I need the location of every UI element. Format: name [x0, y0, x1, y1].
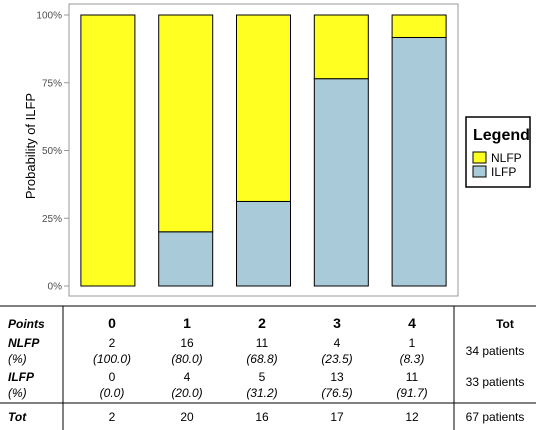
row-total-2: 16 [255, 410, 269, 424]
row-total-0: 2 [109, 410, 116, 424]
row-ilfp-total: 33 patients [466, 375, 525, 389]
row-total-patients: 67 patients [466, 410, 525, 424]
row-nlfp-pct-0: (100.0) [93, 352, 131, 366]
table-header-col-4: 4 [408, 315, 416, 331]
row-ilfp-count-0: 0 [109, 370, 116, 384]
bar-nlfp-1 [158, 14, 214, 233]
row-nlfp-pct-3: (23.5) [321, 352, 352, 366]
row-ilfp-label: ILFP [8, 370, 35, 384]
row-total-3: 17 [330, 410, 344, 424]
summary-table: Points 0 1 2 3 4 Tot NLFP (%) 2 16 11 4 … [0, 305, 536, 430]
table-header-col-2: 2 [258, 315, 266, 331]
legend-title: Legend [473, 127, 530, 144]
y-tick-label: 75% [42, 78, 62, 89]
legend-swatch-nlfp [472, 151, 487, 164]
legend-label-nlfp: NLFP [491, 151, 522, 165]
row-nlfp-count-3: 4 [334, 336, 341, 350]
table-header-total: Tot [496, 317, 514, 331]
row-ilfp-pct-4: (91.7) [396, 386, 427, 400]
row-nlfp-pct-4: (8.3) [400, 352, 425, 366]
row-ilfp-pct-label: (%) [8, 386, 27, 400]
row-total-4: 12 [405, 410, 419, 424]
legend-swatch-ilfp [472, 165, 487, 178]
bar-nlfp-0 [80, 14, 136, 287]
y-axis: 0% 25% 50% 75% 100% [36, 11, 69, 293]
row-total-label: Tot [8, 410, 27, 424]
bar-ilfp-1 [158, 231, 214, 287]
y-tick-label: 50% [42, 146, 62, 157]
table-header-points: Points [8, 317, 45, 331]
bar-ilfp-2 [236, 200, 291, 287]
row-ilfp-count-3: 13 [330, 370, 344, 384]
row-nlfp-count-0: 2 [109, 336, 116, 350]
legend-label-ilfp: ILFP [491, 165, 516, 179]
row-total-1: 20 [180, 410, 194, 424]
row-nlfp-count-2: 11 [256, 336, 269, 350]
y-tick-label: 25% [42, 214, 62, 225]
row-nlfp-count-1: 16 [180, 336, 194, 350]
table-header-col-1: 1 [183, 315, 191, 331]
row-nlfp-total: 34 patients [466, 344, 525, 358]
row-nlfp-count-4: 1 [409, 336, 416, 350]
row-ilfp-pct-3: (76.5) [321, 386, 352, 400]
row-nlfp-pct-1: (80.0) [171, 352, 202, 366]
row-nlfp-pct-2: (68.8) [246, 352, 277, 366]
row-nlfp-label: NLFP [8, 336, 40, 350]
y-tick-label: 100% [36, 11, 62, 22]
table-header-col-0: 0 [108, 315, 116, 331]
y-tick-label: 0% [48, 282, 63, 293]
row-ilfp-count-4: 11 [406, 370, 419, 384]
bars-layer [80, 14, 447, 287]
bar-ilfp-3 [313, 78, 369, 287]
row-ilfp-pct-2: (31.2) [246, 386, 277, 400]
bar-nlfp-4 [391, 14, 447, 38]
row-nlfp-pct-label: (%) [8, 352, 27, 366]
bar-nlfp-3 [313, 14, 369, 80]
row-ilfp-pct-1: (20.0) [171, 386, 202, 400]
legend: Legend NLFP ILFP [465, 116, 531, 188]
table-header-col-3: 3 [333, 315, 341, 331]
bar-ilfp-4 [391, 36, 447, 287]
row-ilfp-pct-0: (0.0) [100, 386, 125, 400]
bar-nlfp-2 [236, 14, 291, 202]
row-ilfp-count-2: 5 [259, 370, 266, 384]
row-ilfp-count-1: 4 [184, 370, 191, 384]
y-axis-title: Probability of ILFP [23, 93, 38, 199]
